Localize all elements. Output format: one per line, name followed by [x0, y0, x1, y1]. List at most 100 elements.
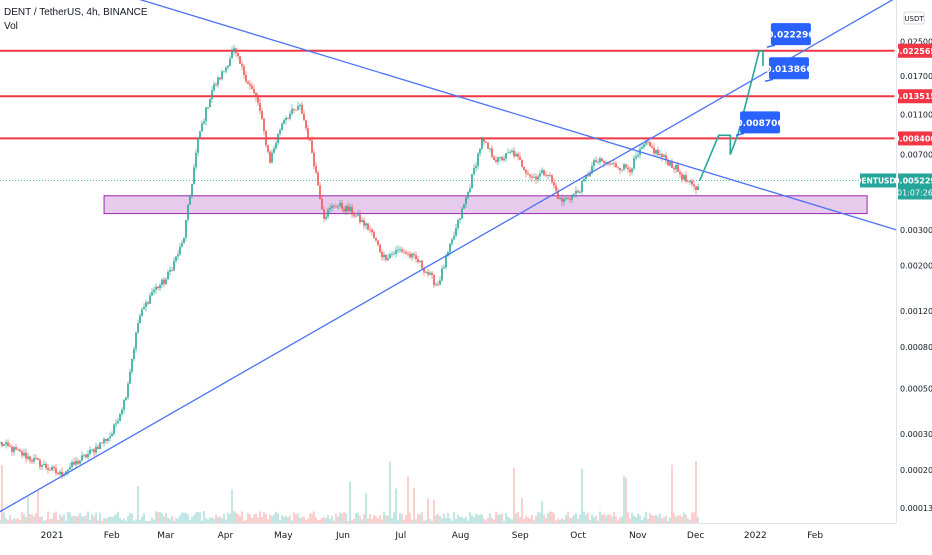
volume-bar: [539, 512, 541, 523]
volume-bar: [387, 515, 389, 523]
volume-bar: [179, 515, 181, 523]
volume-bar: [629, 518, 631, 523]
time-tick-label: Jun: [335, 531, 350, 541]
candle-body: [693, 184, 695, 187]
candle-body: [217, 77, 219, 86]
candle-body: [145, 302, 147, 308]
volume-bar: [201, 520, 203, 523]
volume-bar: [41, 516, 43, 523]
volume-bar: [385, 515, 387, 523]
volume-bar: [667, 520, 669, 523]
volume-bar: [493, 519, 495, 523]
volume-bar: [553, 513, 555, 523]
volume-bar: [603, 514, 605, 523]
volume-bar: [495, 511, 497, 523]
candle-body: [365, 223, 367, 226]
volume-bar: [283, 516, 285, 523]
candle-body: [465, 197, 467, 205]
volume-bar: [263, 512, 265, 523]
candle-body: [29, 456, 31, 461]
candle-body: [517, 154, 519, 157]
candle-body: [15, 447, 17, 450]
volume-bar: [403, 519, 405, 523]
volume-bar: [523, 519, 525, 523]
candle-body: [469, 188, 471, 193]
candle-body: [143, 307, 145, 310]
volume-bar: [85, 515, 87, 523]
level-price-label: 0.013515: [894, 92, 932, 101]
candle-body: [663, 155, 665, 158]
candle-body: [337, 205, 339, 207]
volume-bar: [247, 513, 249, 523]
volume-bar: [535, 515, 537, 523]
volume-bar: [527, 517, 529, 523]
trendline-ascending: [0, 0, 894, 513]
volume-bar: [503, 520, 505, 523]
level-price-tag: [898, 43, 932, 58]
candle-body: [269, 151, 271, 163]
candle-body: [41, 465, 43, 467]
volume-bar: [101, 520, 103, 523]
volume-bar: [411, 519, 413, 523]
volume-bar: [627, 512, 629, 523]
candle-body: [661, 154, 663, 158]
volume-bar: [219, 516, 221, 523]
volume-bar: [437, 513, 439, 523]
candle-body: [155, 286, 157, 290]
candle-body: [521, 159, 523, 167]
volume-bar: [327, 515, 329, 523]
volume-bar: [551, 511, 553, 523]
candle-body: [265, 130, 267, 146]
candle-body: [653, 147, 655, 154]
volume-bar: [451, 520, 453, 523]
candle-body: [259, 102, 261, 111]
candle-body: [119, 414, 121, 422]
volume-bar: [653, 515, 655, 523]
volume-bar: [645, 511, 647, 523]
volume-bar: [99, 512, 101, 523]
volume-bar: [685, 514, 687, 523]
time-tick-label: Nov: [629, 531, 647, 541]
volume-bar: [265, 513, 267, 523]
candle-body: [475, 166, 477, 168]
candle-body: [225, 67, 227, 72]
candle-body: [331, 205, 333, 208]
candle-body: [203, 121, 205, 124]
candle-body: [175, 256, 177, 262]
volume-bar: [177, 518, 179, 523]
volume-bar: [259, 511, 261, 523]
candle-body: [435, 284, 437, 286]
candle-body: [411, 253, 413, 258]
candle-body: [45, 464, 47, 469]
candle-body: [675, 164, 677, 170]
volume-bar: [255, 513, 257, 523]
volume-bar: [359, 515, 361, 523]
volume-bar: [43, 520, 45, 523]
candle-body: [651, 146, 653, 148]
candle-body: [11, 446, 13, 452]
candle-body: [141, 309, 143, 316]
volume-bar: [345, 513, 347, 523]
volume-bar: [405, 515, 407, 523]
candle-body: [683, 175, 685, 180]
volume-bar: [195, 512, 197, 523]
time-tick-label: 2022: [744, 531, 767, 541]
unit-box: [903, 11, 925, 25]
candle-body: [455, 227, 457, 236]
candle-body: [255, 92, 257, 98]
candle-body: [509, 152, 511, 153]
volume-bar: [75, 516, 77, 523]
volume-bar: [129, 512, 131, 523]
candle-body: [267, 145, 269, 152]
volume-bar: [633, 515, 635, 523]
candle-body: [527, 173, 529, 175]
volume-bar: [253, 514, 255, 523]
candle-body: [673, 167, 675, 170]
candle-body: [135, 332, 137, 349]
volume-bar: [87, 511, 89, 523]
candle-body: [397, 249, 399, 251]
